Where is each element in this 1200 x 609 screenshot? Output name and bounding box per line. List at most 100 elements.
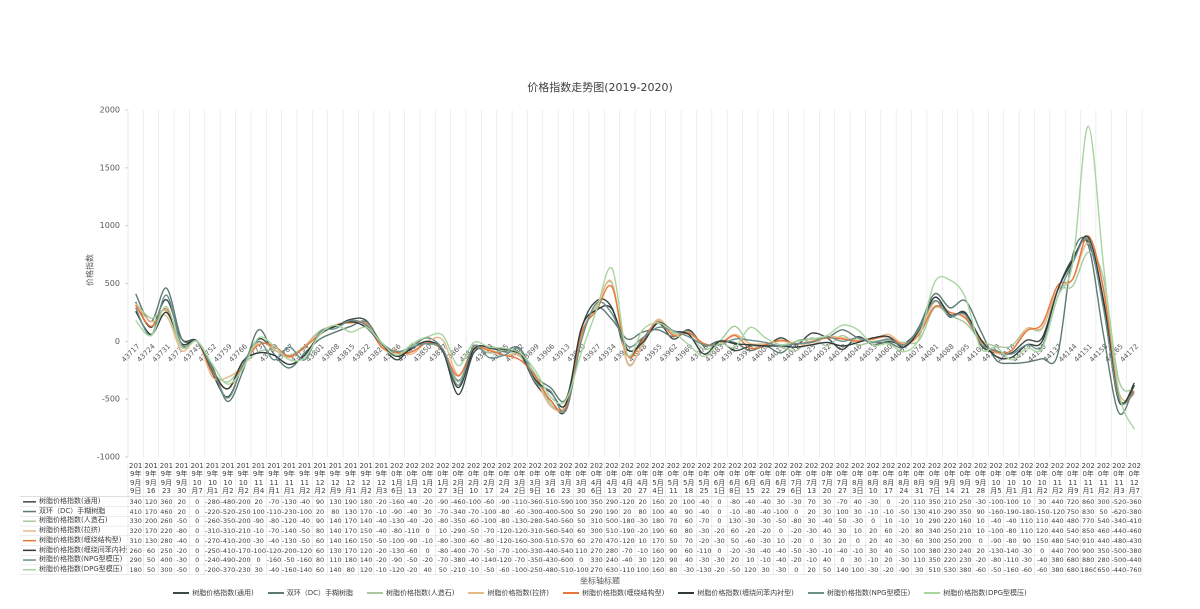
table-cell: 220	[943, 556, 957, 565]
table-cell: 260	[129, 546, 142, 555]
table-header: 2020年1月20日	[420, 462, 435, 496]
table-cell: -110	[696, 546, 712, 555]
table-cell: -140	[481, 556, 497, 565]
table-cell: 60	[915, 536, 924, 545]
table-cell: -30	[867, 565, 879, 574]
table-cell: -90	[437, 498, 449, 506]
table-cell: -20	[760, 527, 771, 536]
table-cell: 60	[884, 527, 893, 536]
table-cell: 410	[928, 507, 941, 516]
table-cell: 30	[1037, 498, 1047, 506]
table-cell: 210	[959, 527, 972, 536]
table-cell: -360	[527, 498, 543, 506]
table-cell: 50	[730, 536, 739, 545]
table-cell: 330	[590, 556, 603, 565]
table-cell: 200	[144, 517, 158, 526]
table-cell: 100	[636, 565, 649, 574]
table-cell: -90	[391, 556, 403, 565]
table-cell: 30	[868, 546, 878, 555]
table-cell: 250	[959, 498, 972, 506]
table-cell: -160	[281, 565, 297, 574]
table-header: 2020年6月22日	[758, 462, 773, 496]
table-cell: -310	[527, 527, 543, 536]
table-cell: -500	[1111, 556, 1127, 565]
table-cell: 30	[254, 565, 263, 574]
table-header: 2020年9月7日	[927, 462, 942, 496]
table-cell: -70	[437, 556, 449, 565]
table-cell: 50	[577, 517, 586, 526]
table-cell: 20	[315, 507, 325, 516]
chart-title: 价格指数走势图(2019-2020)	[527, 80, 673, 94]
table-cell: -20	[714, 527, 725, 536]
table-cell: 850	[1082, 527, 1095, 536]
table-cell: -280	[527, 517, 543, 526]
table-cell: 30	[638, 556, 647, 565]
table-cell: -40	[406, 498, 418, 506]
table-cell: -490	[220, 556, 236, 565]
table-cell: 0	[778, 527, 784, 536]
table-cell: -20	[376, 498, 387, 506]
y-tick-label: -1000	[97, 453, 120, 462]
table-cell: -40	[468, 556, 479, 565]
table-cell: 0	[717, 498, 722, 506]
table-cell: -230	[281, 507, 297, 516]
table-cell: 0	[195, 498, 200, 506]
table-cell: -30	[698, 527, 710, 536]
table-row-label: 树脂价格指数(DPG型模压)	[39, 564, 123, 573]
table-cell: -110	[512, 498, 528, 506]
table-cell: 30	[423, 507, 432, 516]
table-cell: 0	[717, 517, 722, 526]
table-cell: 380	[928, 546, 941, 555]
table-cell: 680	[1066, 556, 1080, 565]
table-cell: -50	[299, 527, 310, 536]
table-cell: 30	[807, 517, 816, 526]
table-cell: -500	[1111, 546, 1127, 555]
table-header: 2020年1月6日	[390, 462, 404, 496]
table-cell: 720	[1066, 498, 1080, 506]
table-header: 2020年7月13日	[804, 462, 819, 496]
table-cell: -160	[389, 498, 405, 506]
table-cell: 260	[160, 517, 173, 526]
table-cell: -20	[422, 517, 433, 526]
table-cell: 10	[976, 517, 985, 526]
table-cell: 20	[868, 527, 878, 536]
table-cell: 90	[315, 517, 325, 526]
table-cell: -20	[422, 556, 433, 565]
table-cell: -510	[558, 565, 574, 574]
table-cell: -760	[1126, 565, 1142, 574]
table-cell: -170	[235, 546, 251, 555]
table-cell: 0	[195, 517, 200, 526]
table-cell: 30	[776, 498, 786, 506]
table-cell: 250	[943, 527, 957, 536]
table-cell: -10	[376, 507, 387, 516]
table-cell: 30	[822, 507, 832, 516]
table-cell: 180	[344, 556, 357, 565]
table-cell: -520	[1111, 498, 1127, 506]
table-cell: -60	[1036, 565, 1048, 574]
table-cell: 150	[1035, 536, 1049, 545]
table-cell: 380	[1051, 556, 1064, 565]
table-cell: -120	[497, 527, 512, 536]
table-cell: -80	[499, 507, 510, 516]
table-cell: 120	[651, 556, 665, 565]
table-cell: -40	[698, 507, 710, 516]
table-cell: -310	[220, 527, 236, 536]
table-cell: -230	[235, 565, 251, 574]
table-cell: 540	[1066, 527, 1080, 536]
table-cell: 60	[577, 527, 586, 536]
table-cell: -80	[1006, 536, 1017, 545]
table-cell: 60	[730, 527, 739, 536]
table-cell: -110	[266, 507, 282, 516]
table-cell: -160	[297, 556, 313, 565]
table-cell: -620	[1111, 507, 1127, 516]
table-cell: 470	[605, 536, 619, 545]
table-cell: 20	[177, 498, 186, 506]
legend-item: 树脂价格指数(拉挤)	[468, 588, 549, 598]
table-cell: -30	[975, 498, 986, 506]
table-cell: 0	[195, 536, 200, 545]
table-cell: -50	[283, 556, 295, 565]
table-cell: -130	[988, 546, 1004, 555]
table-cell: -350	[220, 517, 236, 526]
table-cell: -540	[543, 517, 558, 526]
